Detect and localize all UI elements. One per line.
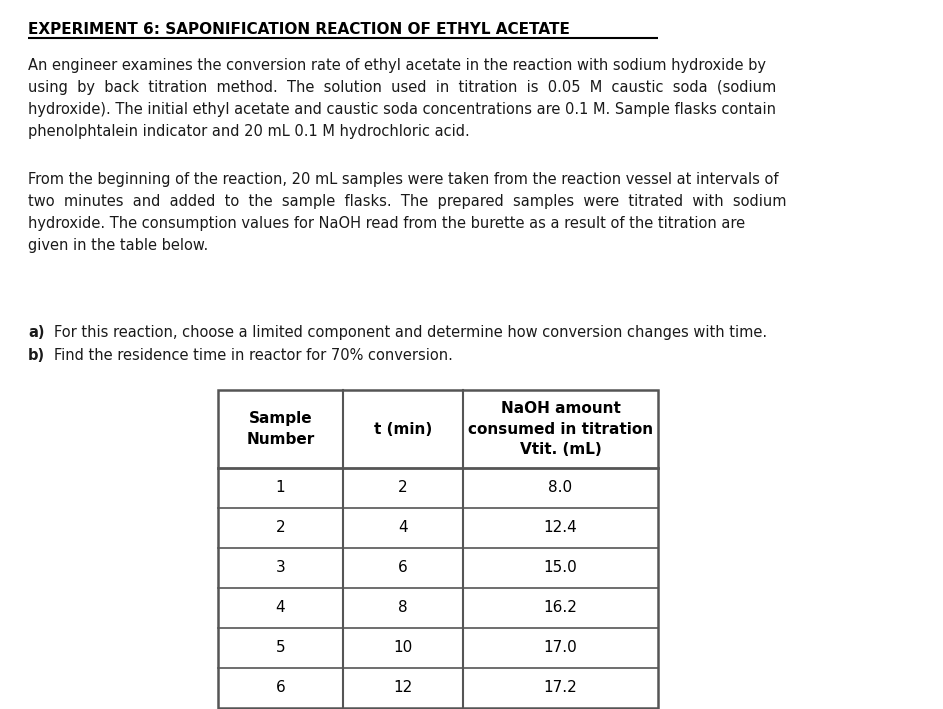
Text: 5: 5 [275, 640, 286, 656]
Text: For this reaction, choose a limited component and determine how conversion chang: For this reaction, choose a limited comp… [54, 325, 767, 340]
Text: given in the table below.: given in the table below. [28, 238, 208, 253]
Text: a): a) [28, 325, 44, 340]
Text: 6: 6 [398, 561, 408, 576]
Text: 17.2: 17.2 [543, 681, 577, 696]
Text: hydroxide. The consumption values for NaOH read from the burette as a result of : hydroxide. The consumption values for Na… [28, 216, 745, 231]
Text: 12.4: 12.4 [543, 520, 577, 535]
Text: hydroxide). The initial ethyl acetate and caustic soda concentrations are 0.1 M.: hydroxide). The initial ethyl acetate an… [28, 102, 776, 117]
Text: EXPERIMENT 6: SAPONIFICATION REACTION OF ETHYL ACETATE: EXPERIMENT 6: SAPONIFICATION REACTION OF… [28, 22, 570, 37]
Text: NaOH amount
consumed in titration
Vtit. (mL): NaOH amount consumed in titration Vtit. … [468, 401, 653, 457]
Text: 8.0: 8.0 [549, 481, 572, 496]
Text: An engineer examines the conversion rate of ethyl acetate in the reaction with s: An engineer examines the conversion rate… [28, 58, 766, 73]
Text: 2: 2 [275, 520, 286, 535]
Text: 1: 1 [275, 481, 286, 496]
Text: t (min): t (min) [373, 421, 432, 437]
Text: using  by  back  titration  method.  The  solution  used  in  titration  is  0.0: using by back titration method. The solu… [28, 80, 776, 95]
Text: From the beginning of the reaction, 20 mL samples were taken from the reaction v: From the beginning of the reaction, 20 m… [28, 172, 779, 187]
Text: 4: 4 [398, 520, 407, 535]
Text: 12: 12 [393, 681, 413, 696]
Text: phenolphtalein indicator and 20 mL 0.1 M hydrochloric acid.: phenolphtalein indicator and 20 mL 0.1 M… [28, 124, 470, 139]
Text: 16.2: 16.2 [543, 601, 577, 615]
Text: b): b) [28, 348, 45, 363]
Bar [218, 390, 658, 708]
Text: 3: 3 [275, 561, 286, 576]
Text: 8: 8 [398, 601, 407, 615]
Text: 4: 4 [275, 601, 286, 615]
Text: 15.0: 15.0 [543, 561, 577, 576]
Text: 2: 2 [398, 481, 407, 496]
Text: 6: 6 [275, 681, 286, 696]
Text: two  minutes  and  added  to  the  sample  flasks.  The  prepared  samples  were: two minutes and added to the sample flas… [28, 194, 786, 209]
Text: 17.0: 17.0 [543, 640, 577, 656]
Text: Find the residence time in reactor for 70% conversion.: Find the residence time in reactor for 7… [54, 348, 453, 363]
Text: Sample
Number: Sample Number [246, 411, 315, 447]
Text: 10: 10 [393, 640, 413, 656]
